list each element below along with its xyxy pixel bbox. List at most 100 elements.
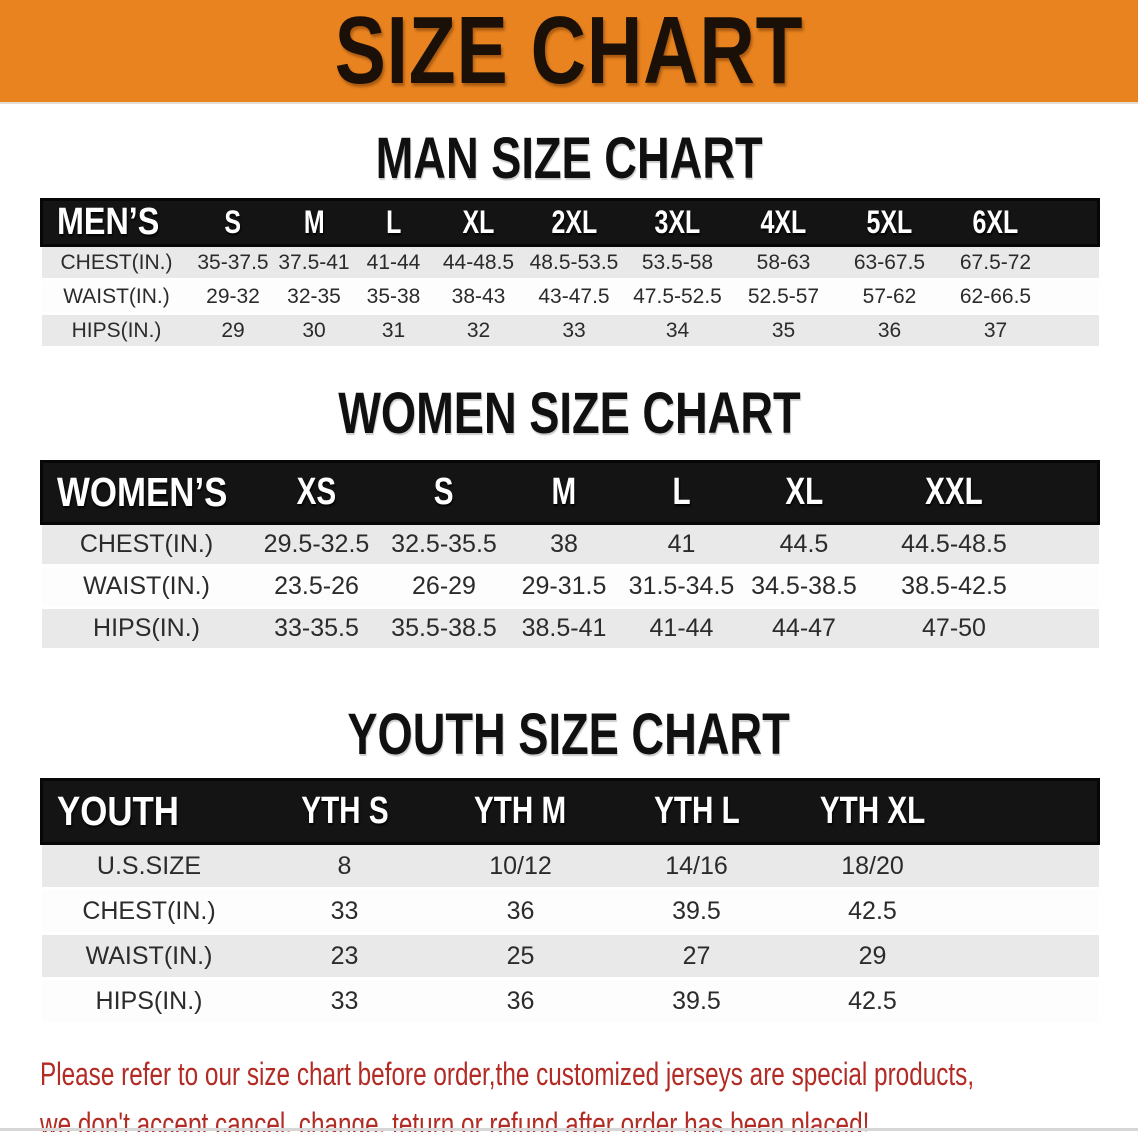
size-column-header: L — [672, 471, 691, 513]
size-column-header: S — [224, 204, 242, 240]
men-size-table: MEN’S S M L XL 2XL 3XL 4XL 5XL 6XL CHEST… — [40, 198, 1100, 349]
youth-chest-row: CHEST(IN.) 33 36 39.5 42.5 — [41, 888, 1099, 934]
measurement-cell: 35-37.5 — [197, 250, 269, 274]
men-chest-row: CHEST(IN.) 35-37.5 37.5-41 41-44 44-48.5… — [41, 245, 1099, 280]
disclaimer: Please refer to our size chart before or… — [40, 1049, 1138, 1132]
women-hips-row: HIPS(IN.) 33-35.5 35.5-38.5 38.5-41 41-4… — [41, 607, 1099, 650]
size-column-header: 3XL — [654, 204, 701, 240]
measurement-cell: 36 — [877, 318, 902, 342]
men-waist-row: WAIST(IN.) 29-32 32-35 35-38 38-43 43-47… — [41, 279, 1099, 314]
size-column-header: S — [434, 471, 454, 513]
row-spacer — [1049, 314, 1099, 348]
row-spacer — [1042, 608, 1099, 650]
row-label: WAIST(IN.) — [85, 941, 213, 970]
measurement-cell: 31.5-34.5 — [628, 572, 735, 600]
banner-title: SIZE CHART — [334, 0, 804, 104]
measurement-cell: 35 — [771, 318, 796, 342]
header-spacer — [961, 780, 1099, 844]
measurement-cell: 32-35 — [287, 284, 341, 308]
men-section-heading-text: MAN SIZE CHART — [375, 126, 763, 191]
measurement-cell: 30 — [302, 318, 326, 342]
men-table-label: MEN’S — [57, 201, 160, 243]
size-column-header: 5XL — [866, 204, 913, 240]
measurement-cell: 35-38 — [366, 284, 421, 308]
measurement-cell: 8 — [337, 851, 352, 880]
measurement-cell: 31 — [381, 318, 406, 342]
size-column-header: XS — [296, 471, 337, 513]
measurement-cell: 29.5-32.5 — [263, 530, 370, 558]
measurement-cell: 14/16 — [665, 851, 728, 880]
size-column-header: M — [551, 471, 577, 513]
row-spacer — [1049, 280, 1099, 314]
row-label: WAIST(IN.) — [83, 572, 210, 600]
measurement-cell: 29 — [858, 941, 887, 970]
size-column-header: YTH M — [474, 790, 567, 832]
measurement-cell: 42.5 — [848, 896, 897, 925]
measurement-cell: 63-67.5 — [853, 250, 926, 274]
measurement-cell: 32 — [466, 318, 491, 342]
measurement-cell: 33 — [330, 896, 359, 925]
row-spacer — [1042, 524, 1099, 566]
youth-table-label: YOUTH — [57, 788, 179, 834]
row-label: CHEST(IN.) — [60, 250, 173, 274]
header-spacer — [1042, 462, 1099, 524]
measurement-cell: 44.5-48.5 — [901, 530, 1007, 558]
size-column-header: XL — [785, 471, 823, 513]
measurement-cell: 29 — [221, 318, 245, 342]
measurement-cell: 36 — [506, 986, 535, 1015]
measurement-cell: 35.5-38.5 — [391, 614, 497, 642]
measurement-cell: 25 — [506, 941, 535, 970]
size-column-header: M — [303, 204, 325, 240]
row-spacer — [1042, 566, 1099, 608]
youth-size-table: YOUTH YTH S YTH M YTH L YTH XL U.S.SIZE … — [40, 778, 1100, 1025]
measurement-cell: 39.5 — [672, 986, 721, 1015]
measurement-cell: 47-50 — [922, 614, 986, 642]
measurement-cell: 67.5-72 — [959, 250, 1032, 274]
size-column-header: 6XL — [972, 204, 1019, 240]
row-label: HIPS(IN.) — [95, 986, 203, 1015]
measurement-cell: 32.5-35.5 — [391, 530, 497, 558]
bottom-edge-divider — [0, 1128, 1138, 1131]
row-label: U.S.SIZE — [96, 851, 202, 880]
measurement-cell: 39.5 — [672, 896, 721, 925]
row-spacer — [961, 934, 1099, 979]
women-section-heading: WOMEN SIZE CHART — [0, 385, 1138, 443]
row-label: WAIST(IN.) — [63, 284, 170, 308]
measurement-cell: 62-66.5 — [959, 284, 1032, 308]
measurement-cell: 33 — [562, 318, 586, 342]
women-size-table: WOMEN’S XS S M L XL XXL CHEST(IN.) 29.5-… — [40, 460, 1100, 651]
measurement-cell: 23.5-26 — [274, 572, 359, 600]
measurement-cell: 33 — [330, 986, 359, 1015]
youth-ussize-row: U.S.SIZE 8 10/12 14/16 18/20 — [41, 843, 1099, 889]
measurement-cell: 38.5-41 — [521, 614, 607, 642]
measurement-cell: 42.5 — [848, 986, 897, 1015]
row-spacer — [961, 889, 1099, 934]
women-table-header-row: WOMEN’S XS S M L XL XXL — [41, 461, 1099, 524]
size-column-header: 2XL — [551, 204, 597, 240]
women-chest-row: CHEST(IN.) 29.5-32.5 32.5-35.5 38 41 44.… — [41, 523, 1099, 566]
measurement-cell: 29-32 — [206, 284, 260, 308]
youth-section-heading-text: YOUTH SIZE CHART — [347, 702, 791, 767]
measurement-cell: 44-48.5 — [442, 250, 515, 274]
measurement-cell: 37 — [983, 318, 1008, 342]
disclaimer-line-2: we don't accept cancel, change, teturn o… — [40, 1106, 870, 1132]
measurement-cell: 33-35.5 — [274, 614, 359, 642]
men-section-heading: MAN SIZE CHART — [0, 130, 1138, 188]
youth-section-heading: YOUTH SIZE CHART — [0, 706, 1138, 764]
men-hips-row: HIPS(IN.) 29 30 31 32 33 34 35 36 37 — [41, 313, 1099, 348]
measurement-cell: 34.5-38.5 — [751, 572, 857, 600]
measurement-cell: 10/12 — [489, 851, 552, 880]
measurement-cell: 18/20 — [841, 851, 904, 880]
measurement-cell: 38-43 — [451, 284, 506, 308]
size-column-header: 4XL — [760, 204, 807, 240]
youth-hips-row: HIPS(IN.) 33 36 39.5 42.5 — [41, 978, 1099, 1024]
row-spacer — [961, 844, 1099, 889]
measurement-cell: 34 — [665, 318, 690, 342]
size-column-header: XXL — [925, 471, 983, 513]
row-label: HIPS(IN.) — [71, 318, 162, 342]
measurement-cell: 38.5-42.5 — [901, 572, 1007, 600]
women-table-label: WOMEN’S — [57, 469, 228, 515]
row-label: HIPS(IN.) — [93, 614, 200, 642]
size-column-header: YTH S — [300, 790, 389, 832]
